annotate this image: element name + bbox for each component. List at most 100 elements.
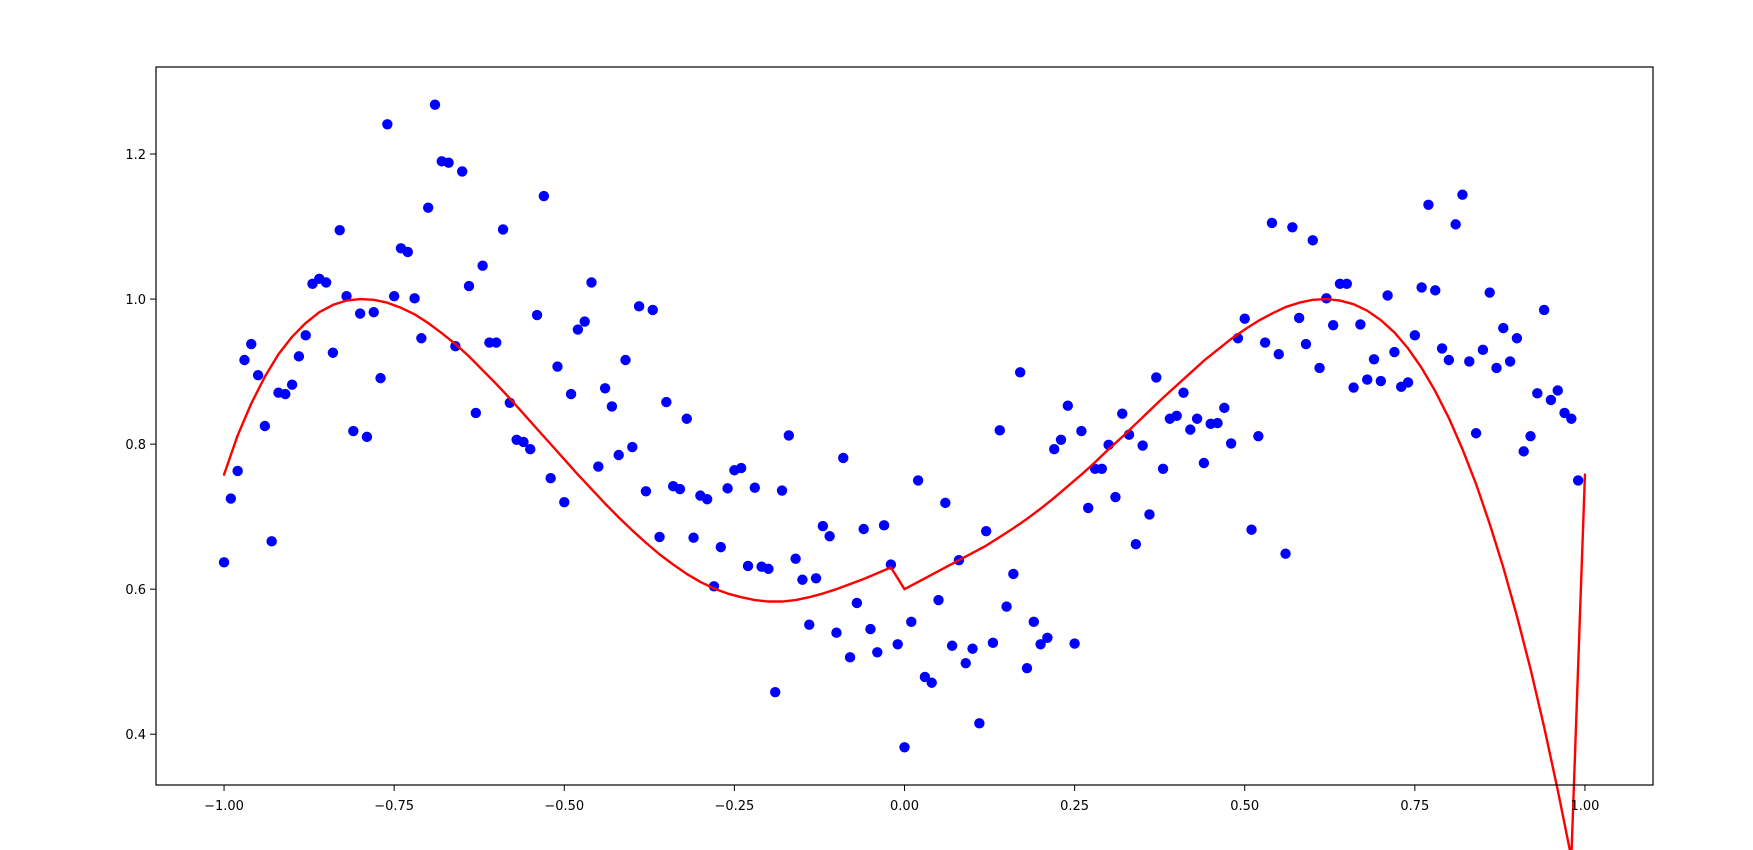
scatter-point	[1307, 235, 1318, 246]
scatter-point	[266, 536, 277, 547]
scatter-point	[878, 520, 890, 531]
scatter-point	[1409, 330, 1421, 341]
scatter-point	[246, 338, 257, 350]
y-tick-label: 0.6	[125, 583, 146, 598]
scatter-point	[1008, 568, 1019, 580]
scatter-point	[341, 290, 352, 302]
scatter-point	[633, 301, 645, 312]
scatter-point	[518, 436, 529, 448]
scatter-point	[1341, 278, 1353, 290]
x-tick-label: −0.75	[374, 799, 414, 814]
scatter-point	[810, 573, 822, 584]
scatter-point	[1355, 319, 1366, 330]
scatter-point	[1545, 394, 1557, 406]
scatter-point	[1436, 343, 1448, 354]
scatter-point	[1049, 444, 1060, 455]
scatter-point	[1212, 417, 1223, 429]
scatter-point	[1021, 663, 1033, 674]
scatter-point	[1348, 382, 1359, 393]
scatter-point	[477, 260, 488, 271]
scatter-point	[409, 293, 420, 304]
scatter-point	[1266, 217, 1278, 229]
scatter-point	[320, 277, 332, 288]
scatter-point	[851, 597, 863, 609]
scatter-point	[300, 330, 311, 341]
scatter-point	[831, 627, 842, 638]
scatter-point	[1423, 199, 1434, 210]
scatter-point	[1470, 428, 1482, 439]
scatter-point	[1157, 463, 1169, 474]
scatter-point	[1293, 312, 1305, 324]
x-tick-label: 0.25	[1060, 799, 1089, 814]
scatter-point	[354, 308, 366, 319]
scatter-point	[572, 324, 584, 335]
scatter-point	[735, 462, 747, 474]
scatter-point	[1117, 408, 1128, 419]
scatter-point	[1171, 410, 1182, 422]
scatter-point	[906, 616, 917, 628]
scatter-point	[804, 619, 815, 630]
scatter-point	[1239, 313, 1250, 324]
scatter-point	[980, 525, 992, 537]
scatter-point	[368, 306, 379, 318]
scatter-point	[1491, 362, 1502, 374]
scatter-point	[1028, 616, 1039, 628]
scatter-point	[429, 99, 441, 110]
plot-area	[156, 67, 1653, 785]
scatter-point	[1014, 367, 1026, 378]
scatter-point	[661, 396, 672, 408]
scatter-point	[967, 643, 978, 654]
scatter-point	[1464, 356, 1475, 367]
scatter-point	[286, 379, 298, 390]
scatter-point	[375, 372, 386, 384]
scatter-point	[674, 483, 686, 495]
scatter-point	[994, 425, 1005, 436]
scatter-point	[491, 337, 502, 348]
scatter-point	[1457, 189, 1468, 200]
scatter-point	[1198, 457, 1210, 469]
scatter-point	[797, 574, 808, 585]
scatter-point	[402, 246, 413, 258]
scatter-point	[872, 647, 883, 658]
scatter-point	[1484, 287, 1495, 298]
scatter-point	[218, 557, 230, 568]
scatter-point	[912, 475, 924, 486]
scatter-point	[838, 452, 849, 464]
scatter-point	[1069, 638, 1080, 649]
scatter-point	[844, 652, 856, 663]
scatter-point	[1137, 440, 1148, 451]
scatter-point	[1375, 375, 1387, 387]
scatter-point	[1001, 601, 1012, 612]
scatter-point	[701, 494, 713, 505]
scatter-point	[1246, 524, 1257, 535]
scatter-point	[960, 657, 971, 669]
scatter-point	[688, 532, 699, 543]
scatter-point	[749, 482, 760, 493]
scatter-point	[531, 309, 543, 321]
plot-background	[156, 67, 1653, 785]
scatter-point	[1450, 219, 1461, 230]
scatter-point	[1110, 491, 1121, 503]
scatter-point	[348, 425, 359, 437]
scatter-point	[525, 444, 536, 455]
scatter-point	[1253, 430, 1264, 442]
scatter-point	[552, 361, 563, 372]
y-tick-label: 1.2	[125, 148, 146, 163]
scatter-point	[293, 351, 305, 362]
scatter-point	[1300, 338, 1312, 350]
x-tick-label: −0.50	[544, 799, 584, 814]
scatter-point	[559, 496, 570, 508]
scatter-point	[1572, 475, 1584, 486]
scatter-point	[450, 341, 461, 352]
scatter-point	[885, 559, 897, 570]
scatter-point	[1443, 354, 1455, 366]
scatter-point	[443, 157, 454, 168]
fit-curve-line	[222, 297, 1587, 850]
scatter-point	[334, 224, 345, 236]
scatter-point	[817, 520, 829, 532]
x-tick-label: 0.50	[1230, 799, 1259, 814]
scatter-point	[858, 523, 869, 535]
scatter-point	[742, 560, 754, 572]
x-tick-label: 0.75	[1400, 799, 1429, 814]
